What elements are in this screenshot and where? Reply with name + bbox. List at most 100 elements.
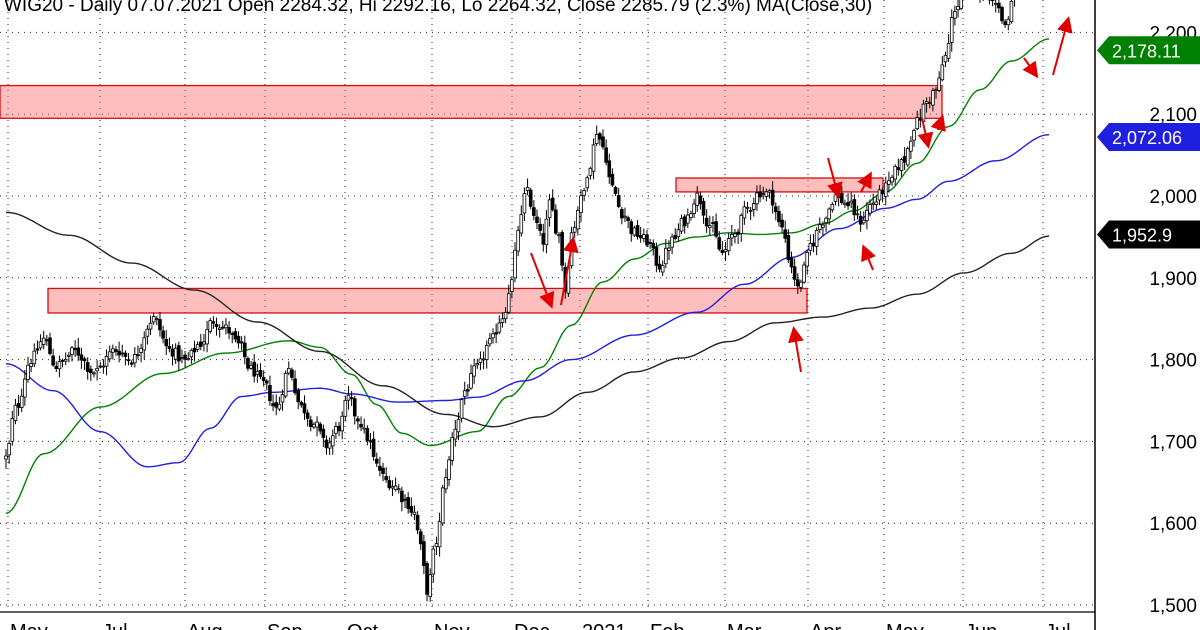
candle-body-down (308, 419, 313, 427)
candles (4, 0, 1016, 602)
candle (780, 213, 784, 234)
candle (444, 468, 448, 494)
candle-body-up (277, 403, 282, 410)
candle (387, 475, 392, 491)
candle (374, 452, 379, 467)
candle-body-down (846, 202, 850, 207)
candle-body-up (689, 213, 693, 219)
candle-body-down (541, 233, 546, 245)
candle-body-up (544, 218, 549, 246)
candle-body-down (717, 237, 722, 250)
candle (598, 131, 602, 146)
candle (686, 208, 690, 228)
candle-body-up (431, 548, 436, 575)
candle (466, 384, 470, 397)
candle (381, 462, 385, 482)
candle-body-up (92, 372, 96, 375)
candle-body-up (286, 367, 291, 374)
candle (217, 324, 222, 338)
month-label: Jul (102, 621, 128, 630)
candle-body-up (949, 17, 954, 43)
candle-body-up (940, 64, 945, 81)
candle-body-down (89, 368, 93, 374)
candle-body-up (943, 55, 948, 63)
candle-body-up (186, 357, 191, 360)
candle-body-down (352, 398, 357, 417)
candle-body-up (4, 455, 8, 460)
candle-body-up (924, 101, 929, 104)
candle-body-down (604, 147, 608, 163)
candle (645, 229, 649, 248)
candle-body-up (748, 209, 753, 212)
candle-body-down (129, 362, 134, 365)
candle (76, 338, 81, 361)
candle-body-up (462, 390, 467, 397)
candle-body-up (459, 399, 464, 419)
candle (48, 332, 52, 356)
candle (167, 337, 172, 353)
candle-body-down (535, 216, 539, 223)
candle-body-up (57, 361, 62, 370)
candle (349, 391, 354, 406)
candle-body-down (82, 358, 87, 362)
candle-body-down (466, 389, 470, 392)
candle-body-down (321, 428, 326, 438)
candle-body-down (158, 319, 162, 331)
candle (142, 331, 147, 360)
candle-body-up (503, 311, 508, 320)
candle (852, 194, 857, 221)
candle-body-up (893, 166, 897, 180)
candle-body-up (594, 133, 599, 145)
candle (431, 545, 436, 583)
candle-body-up (808, 243, 813, 251)
chart-title: WIG20 - Daily 07.07.2021 Open 2284.32, H… (4, 0, 872, 16)
candle (591, 138, 596, 180)
annotation-arrow (1052, 16, 1073, 76)
candle (51, 348, 55, 367)
candle-body-up (327, 442, 332, 449)
candle-body-up (909, 140, 913, 152)
candle-body-down (792, 266, 797, 280)
y-tick-label: 1,600 (1149, 514, 1197, 535)
candle (522, 187, 527, 221)
candle-body-up (830, 203, 835, 211)
candle-body-down (598, 133, 602, 140)
candle (739, 213, 744, 242)
candle (748, 206, 753, 220)
candle (887, 171, 891, 193)
price-flag: 1,952.9 (1097, 220, 1200, 249)
candle (733, 228, 737, 244)
candle (827, 207, 832, 225)
candle-body-up (145, 328, 150, 337)
candle-body-up (330, 435, 335, 447)
candle (400, 486, 404, 512)
candle (701, 197, 706, 224)
candle (177, 341, 181, 371)
candle-body-up (189, 349, 194, 358)
candle (953, 5, 957, 26)
candle-body-down (554, 209, 558, 234)
candle (384, 467, 388, 483)
candle (371, 431, 376, 461)
candle (321, 424, 326, 447)
candle (997, 0, 1001, 14)
candle (261, 370, 266, 387)
candle (494, 323, 498, 344)
candle-body-up (151, 316, 156, 323)
candle (95, 360, 99, 381)
candle-body-up (579, 195, 583, 213)
candle (789, 251, 794, 274)
candle (799, 279, 803, 292)
candle-body-down (997, 2, 1001, 9)
candle (610, 168, 615, 187)
candle (519, 205, 524, 237)
candle-body-up (180, 357, 184, 360)
candle-body-up (437, 521, 442, 548)
candle (979, 0, 981, 3)
candle-body-up (95, 367, 99, 372)
candle (915, 110, 919, 131)
candle-body-down (654, 246, 659, 266)
candle-body-up (733, 233, 737, 237)
candle-body-up (868, 204, 872, 214)
candle (428, 568, 432, 602)
